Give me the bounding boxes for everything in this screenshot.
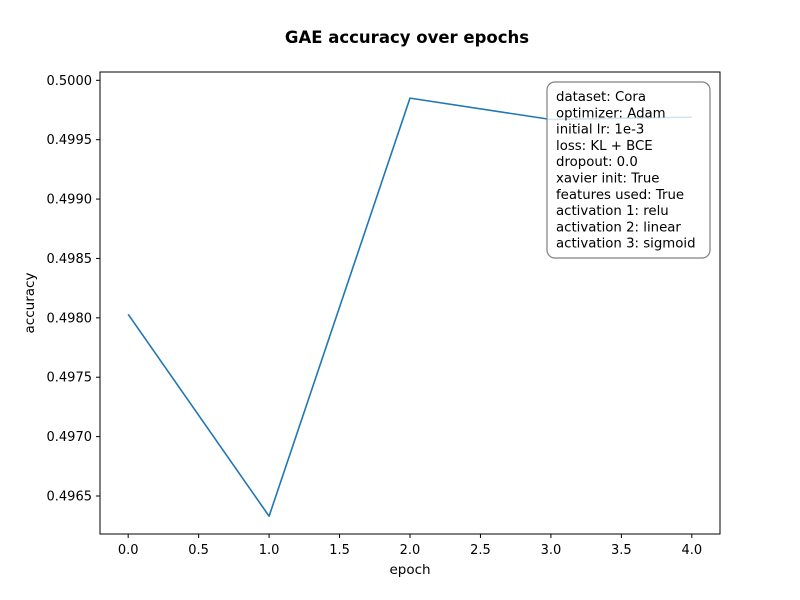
annotation-line: dropout: 0.0 (556, 155, 638, 170)
y-tick-label: 0.4980 (47, 311, 93, 326)
x-tick-label: 2.5 (470, 543, 491, 558)
annotation-box-frame (546, 81, 711, 259)
x-tick-label: 0.0 (118, 543, 139, 558)
annotation-line: loss: KL + BCE (556, 139, 653, 154)
y-tick-label: 0.4995 (47, 133, 93, 148)
y-axis-label: accuracy (22, 273, 38, 334)
x-tick-label: 1.0 (259, 543, 280, 558)
x-tick-label: 3.5 (611, 543, 632, 558)
x-tick-label: 3.0 (541, 543, 562, 558)
annotation-line: activation 1: relu (556, 204, 669, 219)
annotation-line: features used: True (556, 188, 684, 203)
y-tick-label: 0.5000 (47, 74, 93, 89)
x-tick-label: 0.5 (188, 543, 209, 558)
y-tick-label: 0.4970 (47, 430, 93, 445)
x-axis-label: epoch (389, 562, 430, 578)
y-tick-label: 0.4975 (47, 371, 93, 386)
annotation-line: activation 3: sigmoid (556, 237, 696, 252)
annotation-line: xavier init: True (556, 172, 659, 187)
y-tick-label: 0.4990 (47, 193, 93, 208)
annotation-line: optimizer: Adam (556, 106, 666, 121)
annotation-line: activation 2: linear (556, 220, 681, 235)
y-tick-label: 0.4985 (47, 252, 93, 267)
x-tick-label: 1.5 (329, 543, 350, 558)
annotation-line: initial lr: 1e-3 (556, 123, 644, 138)
y-tick-label: 0.4965 (47, 489, 93, 504)
x-tick-label: 4.0 (681, 543, 702, 558)
chart-title: GAE accuracy over epochs (285, 28, 529, 47)
x-tick-label: 2.0 (400, 543, 421, 558)
annotation-line: dataset: Cora (556, 90, 646, 105)
